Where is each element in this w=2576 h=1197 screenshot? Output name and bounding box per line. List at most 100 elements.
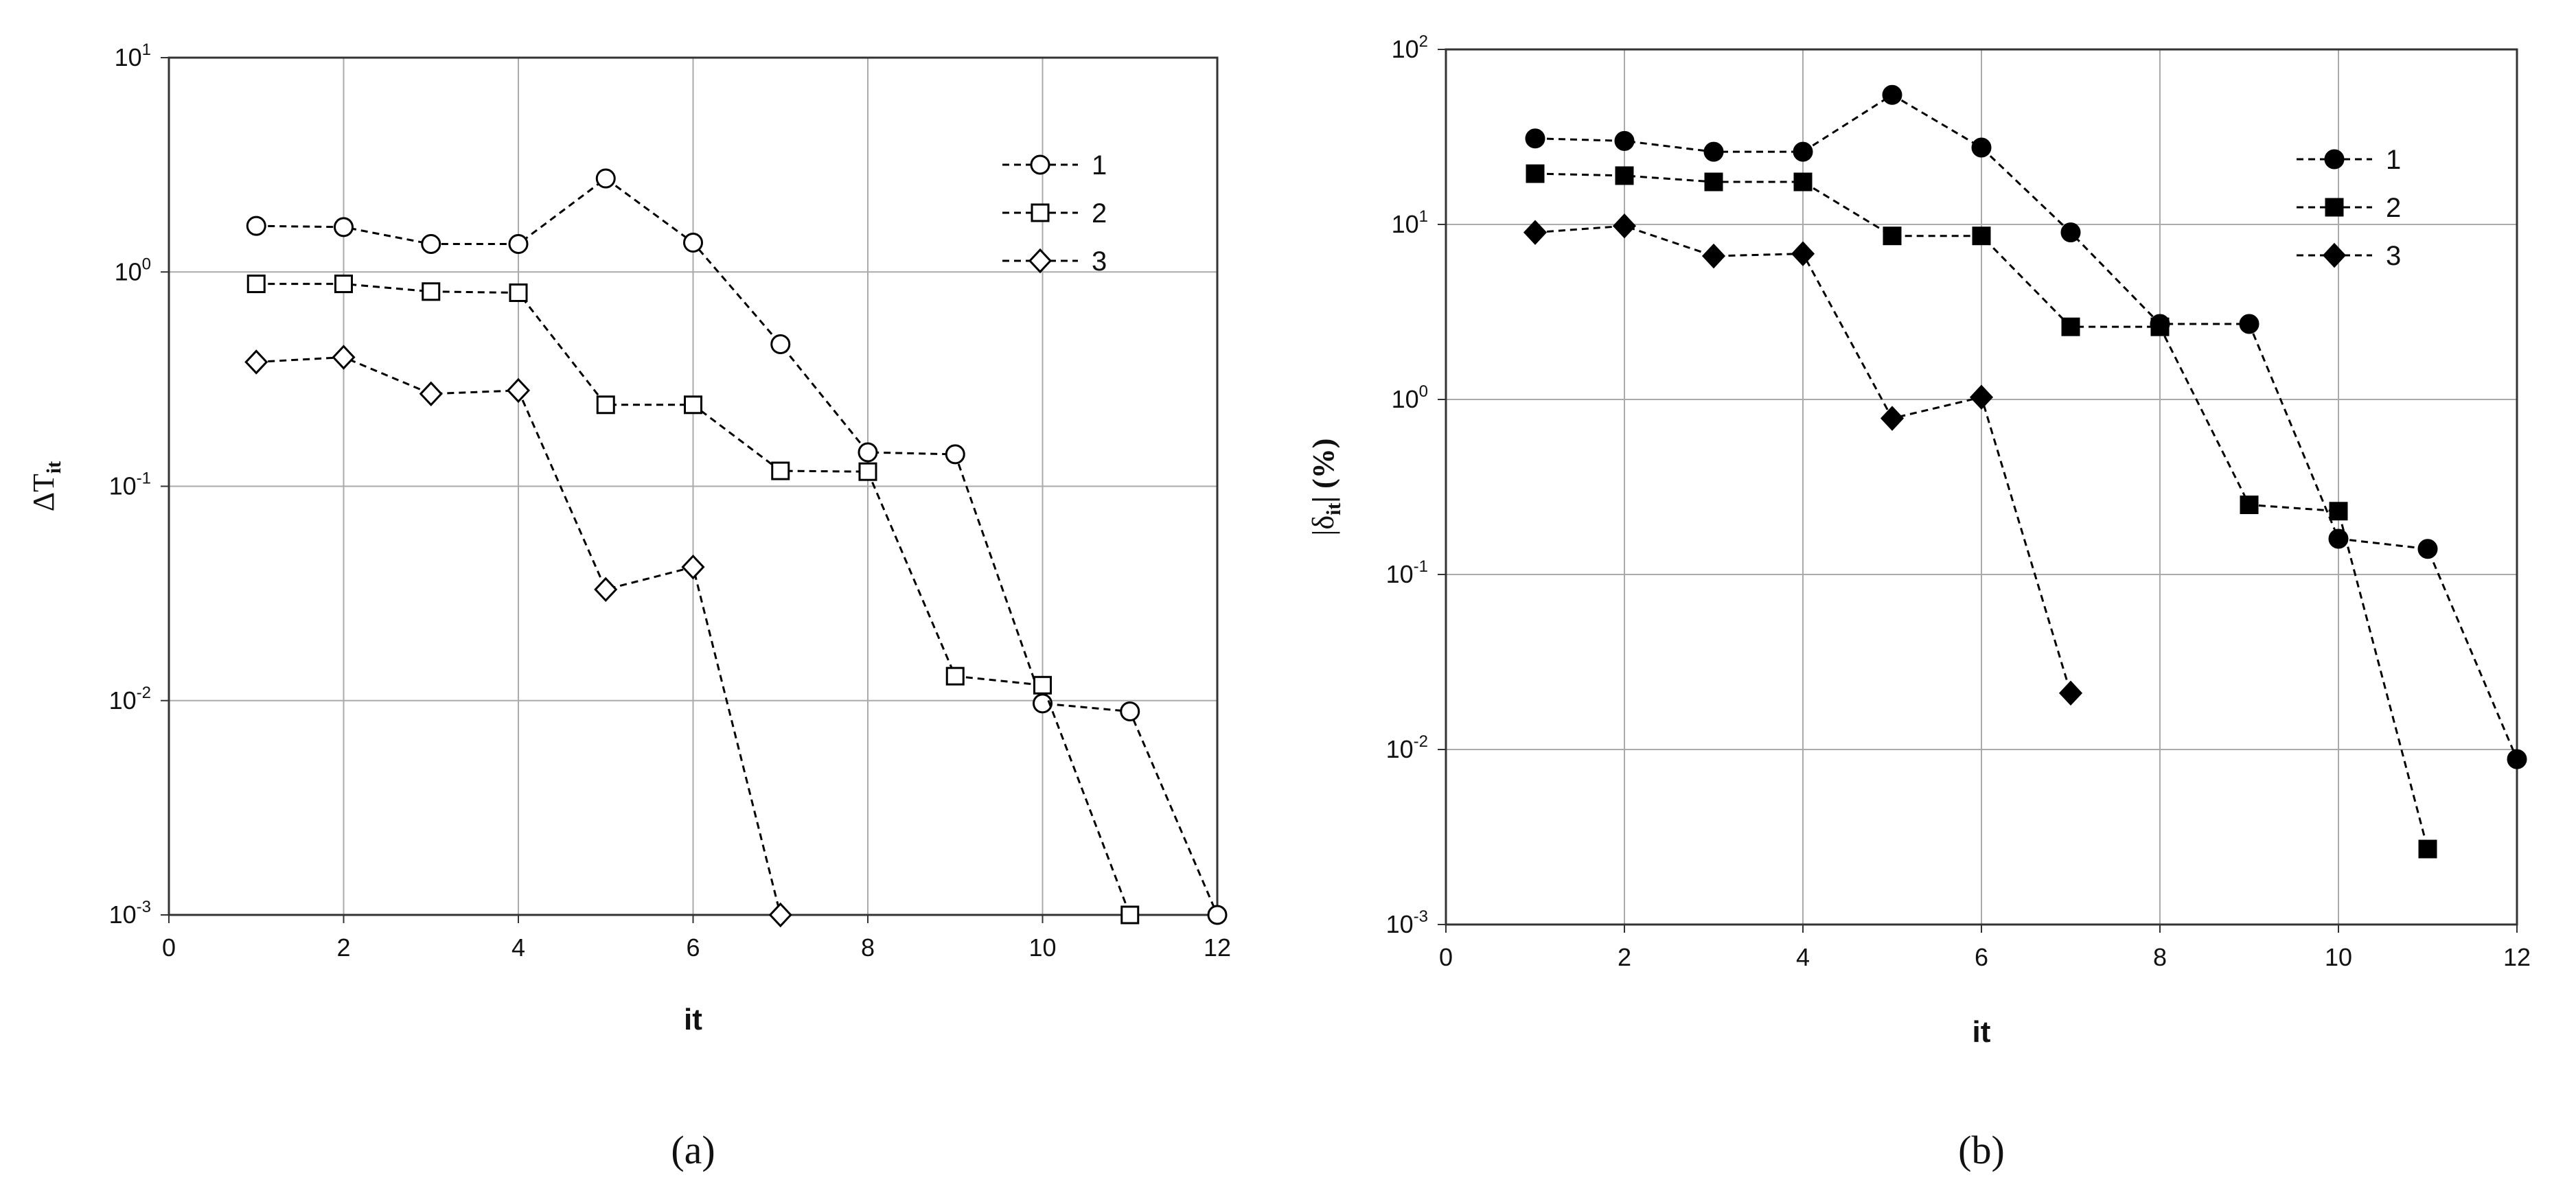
point <box>1793 172 1813 191</box>
point <box>1704 172 1723 191</box>
x-tick-label: 12 <box>2503 943 2531 971</box>
point <box>1972 226 1991 246</box>
tick-exponent: 1 <box>1419 207 1428 226</box>
point <box>858 462 877 481</box>
tick-base: 10 <box>1392 210 1419 238</box>
point <box>2239 314 2259 334</box>
tick-base: 10 <box>109 900 137 929</box>
point <box>422 282 441 301</box>
point <box>2507 749 2527 769</box>
tick-base: 10 <box>1386 910 1414 938</box>
point <box>1615 166 1634 185</box>
point <box>2417 539 2438 559</box>
point <box>1525 128 1545 149</box>
legend-label: 2 <box>2386 193 2401 223</box>
point <box>1882 84 1902 105</box>
tick-exponent: -3 <box>137 898 151 916</box>
point <box>596 395 615 415</box>
legend-label: 3 <box>1092 246 1107 277</box>
point <box>1703 141 1724 162</box>
point <box>2328 528 2349 549</box>
x-tick-label: 4 <box>1796 943 1810 971</box>
series-line <box>256 177 1219 916</box>
series-line <box>1534 93 2518 760</box>
legend-label: 1 <box>2386 145 2401 175</box>
point <box>419 381 443 406</box>
y-tick-label: 10-2 <box>1386 732 1428 763</box>
y-title-sub: it <box>43 461 65 474</box>
tick-exponent: -2 <box>137 684 151 702</box>
legend-marker <box>2325 198 2344 217</box>
y-axis-title: |δit| (%) <box>1307 439 1345 536</box>
point <box>681 554 705 580</box>
point <box>2329 502 2348 521</box>
legend-label: 3 <box>2386 241 2401 271</box>
x-tick-label: 10 <box>1028 933 1056 962</box>
caption: (a) <box>671 1128 715 1172</box>
point <box>2150 317 2170 336</box>
point <box>1033 675 1052 695</box>
tick-exponent: -3 <box>1414 907 1428 926</box>
y-title-sub: it <box>1322 503 1345 515</box>
legend-marker <box>2324 149 2345 170</box>
point <box>1207 905 1228 925</box>
point <box>1614 130 1635 151</box>
legend-marker <box>1031 203 1050 222</box>
legend-marker <box>1030 154 1050 175</box>
plot-frame <box>168 56 1219 916</box>
point <box>1791 241 1815 266</box>
y-tick-label: 101 <box>115 40 151 71</box>
point <box>770 334 791 355</box>
point <box>771 461 790 480</box>
point <box>508 234 529 255</box>
plot-frame <box>1445 48 2518 926</box>
y-title-suffix: | (%) <box>1307 439 1340 503</box>
point <box>858 442 878 463</box>
tick-base: 10 <box>1392 385 1419 413</box>
point <box>506 377 531 404</box>
tick-base: 10 <box>109 686 137 714</box>
legend-marker <box>2322 242 2347 268</box>
point <box>1883 226 1902 246</box>
tick-exponent: -2 <box>1414 732 1428 751</box>
point <box>1120 905 1140 925</box>
point <box>421 234 441 255</box>
tick-exponent: -1 <box>1414 557 1428 576</box>
y-tick-label: 10-1 <box>109 469 151 500</box>
tick-base: 10 <box>109 472 137 500</box>
point <box>768 902 792 928</box>
x-tick-label: 8 <box>861 933 875 962</box>
point <box>683 233 703 253</box>
point <box>332 345 356 370</box>
tick-exponent: 0 <box>142 255 151 273</box>
point <box>594 577 618 603</box>
point <box>1880 406 1905 431</box>
point <box>1612 213 1637 239</box>
legend-label: 1 <box>1092 150 1107 181</box>
tick-base: 10 <box>1392 35 1419 63</box>
point <box>1033 693 1053 714</box>
x-tick-label: 2 <box>336 933 350 962</box>
tick-exponent: 1 <box>142 40 151 59</box>
y-title-main: ΔT <box>27 474 60 511</box>
tick-base: 10 <box>115 257 142 286</box>
y-tick-label: 101 <box>1392 207 1428 238</box>
point <box>1526 164 1545 183</box>
x-tick-label: 4 <box>511 933 525 962</box>
y-tick-label: 10-1 <box>1386 557 1428 588</box>
point <box>1701 243 1726 269</box>
point <box>1523 220 1548 245</box>
y-tick-label: 102 <box>1392 32 1428 63</box>
point <box>1969 384 1994 410</box>
x-tick-label: 0 <box>162 933 176 962</box>
point <box>684 395 702 415</box>
x-tick-label: 8 <box>2153 943 2167 971</box>
point <box>1793 141 1813 162</box>
legend-marker <box>1028 248 1053 274</box>
caption: (b) <box>1958 1128 2005 1172</box>
y-tick-label: 100 <box>1392 382 1428 413</box>
point <box>1971 137 1992 158</box>
point <box>945 666 965 686</box>
